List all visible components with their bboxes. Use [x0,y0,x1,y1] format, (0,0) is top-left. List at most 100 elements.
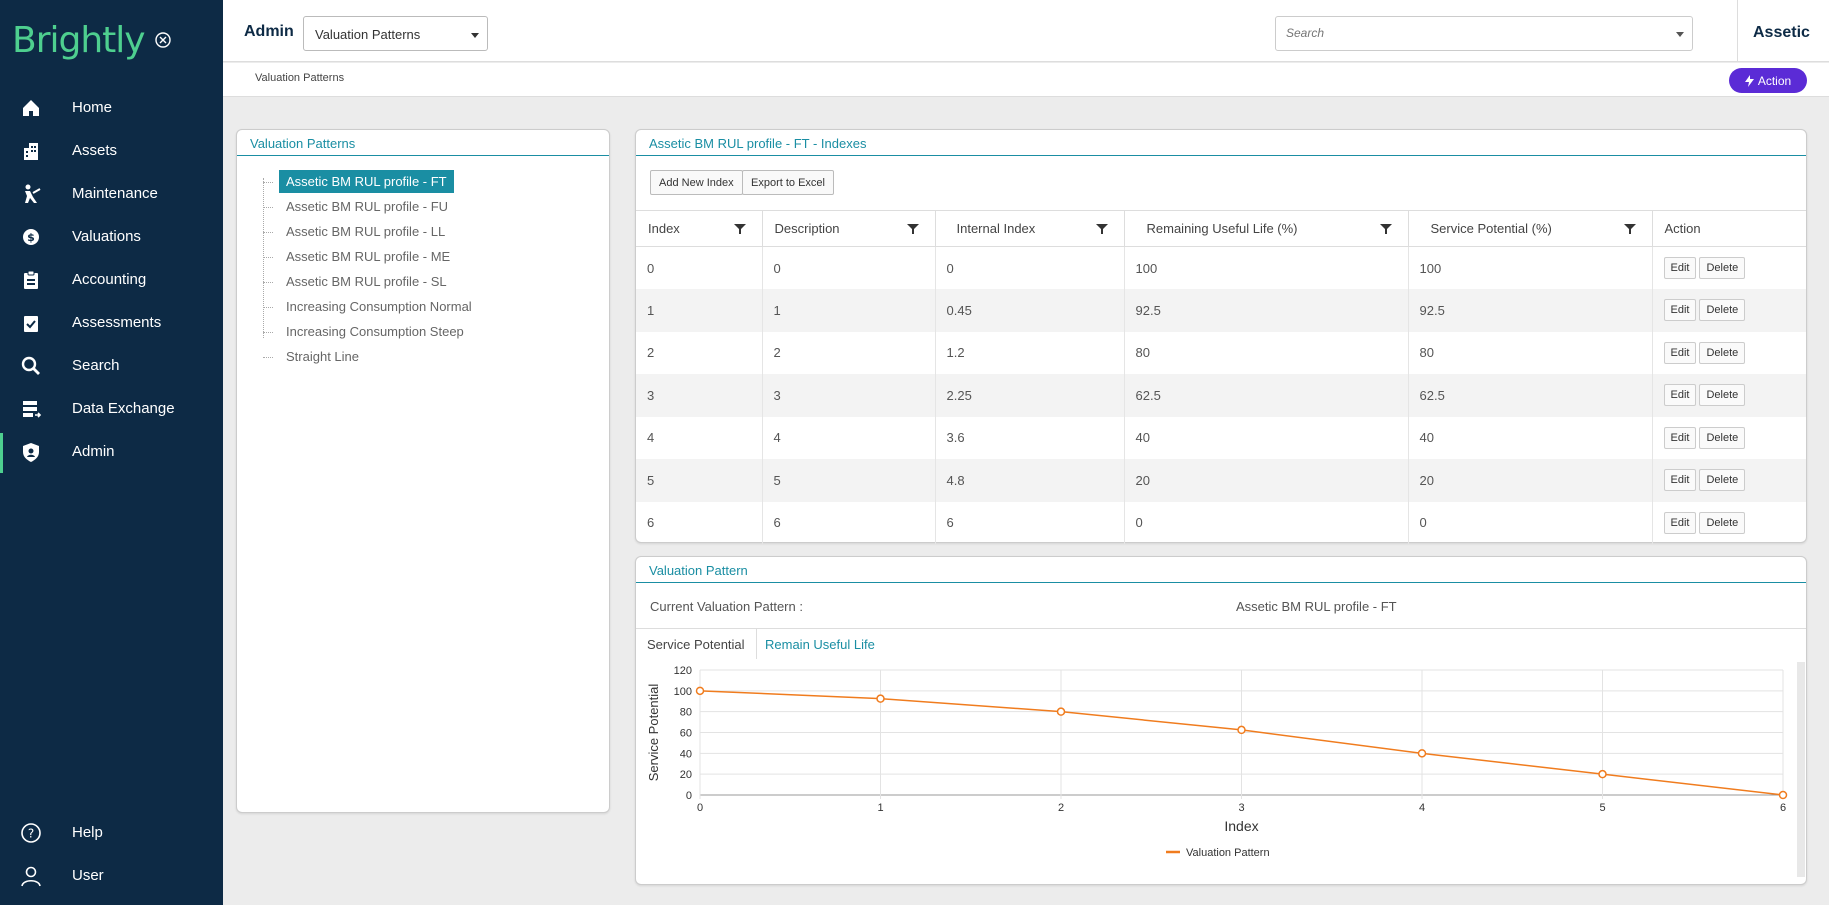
edit-button[interactable]: Edit [1663,469,1697,492]
edit-button[interactable]: Edit [1663,426,1697,449]
table-row[interactable]: 4 4 3.6 40 40 Edit Delete [636,416,1806,460]
sidebar-item-data-exchange[interactable]: Data Exchange [0,388,223,428]
module-select[interactable]: Valuation Patterns [303,16,488,51]
chart-scrollbar[interactable] [1797,662,1805,877]
sidebar-item-admin[interactable]: Admin [0,431,223,473]
table-row[interactable]: 2 2 1.2 80 80 Edit Delete [636,331,1806,374]
sidebar-item-home[interactable]: Home [0,87,223,127]
tree-item-label[interactable]: Increasing Consumption Steep [286,324,464,339]
column-header-service-potential[interactable]: Service Potential (%) [1408,210,1653,247]
tree-item[interactable]: Increasing Consumption Normal [259,295,479,320]
action-button[interactable]: Action [1729,68,1807,93]
tree-connector [263,257,273,258]
delete-button[interactable]: Delete [1699,384,1746,407]
delete-button[interactable]: Delete [1699,257,1746,279]
edit-button[interactable]: Edit [1663,341,1697,364]
sidebar-item-assets[interactable]: Assets [0,130,223,170]
tree-item[interactable]: Assetic BM RUL profile - FU [259,195,479,220]
sidebar-item-label: Valuations [72,227,141,245]
table-row[interactable]: 0 0 0 100 100 Edit Delete [636,246,1806,289]
tree-item-label[interactable]: Assetic BM RUL profile - ME [286,249,451,264]
global-search[interactable] [1275,16,1693,51]
tree-item-label[interactable]: Increasing Consumption Normal [286,299,472,314]
row-actions: Edit Delete [1652,417,1806,460]
filter-icon[interactable] [906,223,919,235]
sidebar-item-label: Assessments [72,313,162,331]
tree-item-selected[interactable]: Assetic BM RUL profile - FT [259,170,479,195]
tree-item-label[interactable]: Assetic BM RUL profile - SL [286,274,447,289]
data-point [1778,790,1788,800]
table-cell: 4.8 [935,459,1125,502]
table-cell: 40 [1408,416,1653,459]
tree-connector [263,207,273,208]
column-header-internal-index[interactable]: Internal Index [935,210,1125,247]
table-row[interactable]: 1 1 0.45 92.5 92.5 Edit Delete [636,289,1806,332]
table-cell: 62.5 [1124,374,1409,417]
tab-service-potential[interactable]: Service Potential [636,629,757,659]
y-tick-label: 0 [686,790,692,802]
edit-button[interactable]: Edit [1663,257,1697,279]
column-header-description[interactable]: Description [762,210,936,247]
table-cell: 6 [762,501,936,544]
sidebar-item-help[interactable]: ? Help [0,812,223,852]
action-button-label: Action [1757,73,1792,88]
table-cell: 5 [636,459,763,502]
tree-item-label[interactable]: Assetic BM RUL profile - FU [286,199,449,214]
filter-icon[interactable] [1379,223,1392,235]
service-potential-chart: 0 20 40 60 80 100 120 0 1 2 3 4 5 6 Index Service Poten… [646,665,1788,859]
tenant-name: Assetic [1753,24,1810,41]
table-row[interactable]: 6 6 6 0 0 Edit Delete [636,501,1806,544]
row-actions: Edit Delete [1652,374,1806,417]
delete-button[interactable]: Delete [1699,299,1746,322]
breadcrumb-bar: Valuation Patterns Action [223,63,1829,97]
tab-remain-useful-life[interactable]: Remain Useful Life [765,637,875,652]
data-exchange-icon [23,401,42,418]
x-tick-label: 2 [1058,802,1064,814]
edit-button[interactable]: Edit [1663,384,1697,407]
tree-item[interactable]: Assetic BM RUL profile - ME [259,245,479,270]
add-new-index-button[interactable]: Add New Index [650,170,743,195]
sidebar-item-accounting[interactable]: Accounting [0,259,223,299]
delete-button[interactable]: Delete [1699,511,1746,534]
table-cell: 2.25 [935,374,1125,417]
sidebar-item-maintenance[interactable]: Maintenance [0,173,223,213]
search-input[interactable] [1286,26,1646,40]
edit-button[interactable]: Edit [1663,511,1697,534]
data-point [695,686,705,696]
tree-item[interactable]: Increasing Consumption Steep [259,320,479,345]
delete-button[interactable]: Delete [1699,469,1746,492]
sidebar-item-search[interactable]: Search [0,345,223,385]
table-cell: 2 [636,331,763,374]
tree-item-label[interactable]: Straight Line [286,349,359,364]
delete-button[interactable]: Delete [1699,426,1746,449]
row-actions: Edit Delete [1652,459,1806,502]
tree-item[interactable]: Assetic BM RUL profile - LL [259,220,479,245]
brightly-logo: Brightly [12,16,171,64]
edit-button[interactable]: Edit [1663,299,1697,322]
sidebar-item-user[interactable]: User [0,855,223,895]
caret-down-icon[interactable] [1676,32,1684,37]
data-point [876,694,885,703]
tree-item[interactable]: Assetic BM RUL profile - SL [259,270,479,295]
column-header-remaining-useful-life[interactable]: Remaining Useful Life (%) [1124,210,1409,247]
table-row[interactable]: 3 3 2.25 62.5 62.5 Edit Delete [636,374,1806,417]
collapse-sidebar-icon[interactable] [154,31,172,49]
filter-icon[interactable] [733,223,746,235]
export-to-excel-button[interactable]: Export to Excel [742,170,834,195]
sidebar-item-assessments[interactable]: Assessments [0,302,223,342]
sidebar-item-label: Help [72,823,103,841]
sidebar-item-valuations[interactable]: $ Valuations [0,216,223,256]
module-select-value: Valuation Patterns [315,27,421,42]
y-tick-label: 60 [680,728,692,740]
tree-item-label[interactable]: Assetic BM RUL profile - FT [279,170,454,193]
column-header-index[interactable]: Index [636,210,763,247]
section-title: Admin [244,23,294,40]
delete-button[interactable]: Delete [1699,341,1746,364]
table-row[interactable]: 5 5 4.8 20 20 Edit Delete [636,459,1806,502]
tree-connector [263,178,264,338]
filter-icon[interactable] [1623,223,1636,235]
tree-item-label[interactable]: Assetic BM RUL profile - LL [286,224,446,239]
lightning-icon [1744,74,1754,87]
tree-item[interactable]: Straight Line [259,345,479,370]
filter-icon[interactable] [1095,223,1108,235]
